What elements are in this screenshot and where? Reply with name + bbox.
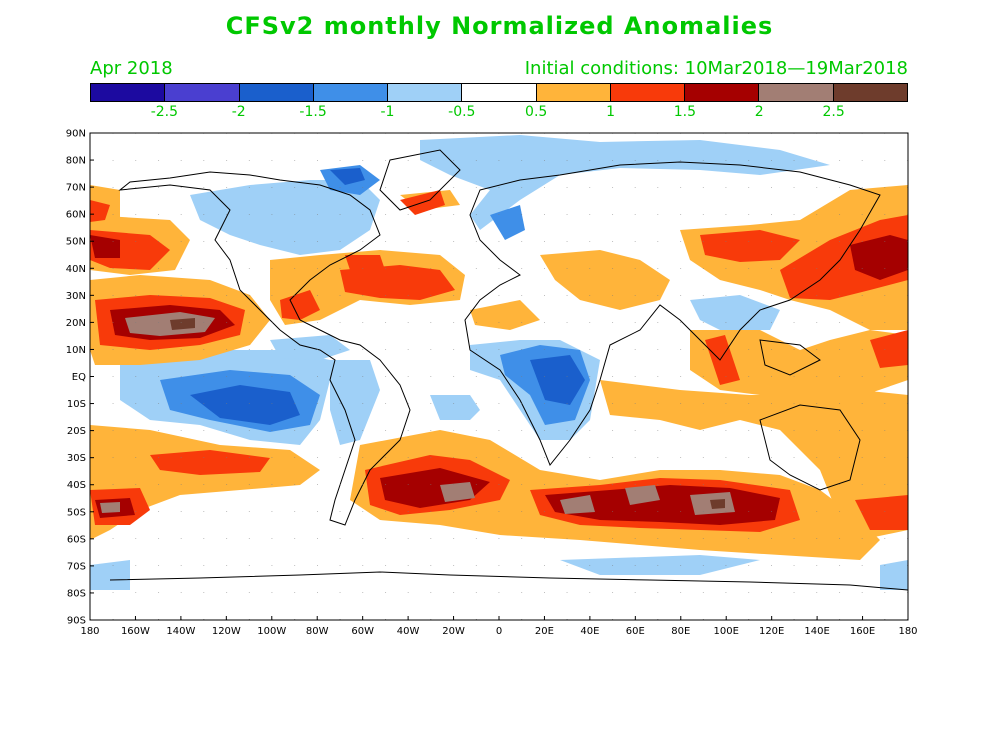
latitude-label: 30S: [67, 453, 86, 464]
longitude-label: 120E: [759, 626, 784, 637]
colorbar-cell: [462, 84, 537, 101]
colorbar-cell: [239, 84, 314, 101]
longitude-label: 80W: [306, 626, 329, 637]
colorbar-tick-label: -1.5: [299, 104, 327, 120]
latitude-labels: 90N 80N 70N 60N 50N 40N 30N 20N 10N EQ 10S 20S 30S 40…: [66, 129, 94, 627]
colorbar-tick-label: 2: [754, 104, 764, 120]
longitude-label: 160E: [850, 626, 875, 637]
longitude-label: 40W: [397, 626, 420, 637]
latitude-label: 20S: [67, 426, 86, 437]
latitude-label: 50S: [67, 507, 86, 518]
latitude-label: 80N: [66, 156, 86, 167]
valid-month-label: Apr 2018: [90, 58, 173, 79]
colorbar-tick-label: 1.5: [673, 104, 697, 120]
colorbar-cell: [610, 84, 686, 101]
colorbar-tick-label: 1: [606, 104, 615, 120]
colorbar-cell: [388, 84, 463, 101]
latitude-label: 30N: [66, 291, 86, 302]
longitude-label: 80E: [671, 626, 690, 637]
colorbar-cell: [536, 84, 611, 101]
colorbar-cell: [91, 84, 166, 101]
colorbar-tick-label: -1: [380, 104, 395, 120]
colorbar-cell: [165, 84, 240, 101]
colorbar-tick-label: 0.5: [525, 104, 548, 120]
latitude-label: 40N: [66, 264, 86, 275]
colorbar-tick-label: -0.5: [448, 104, 476, 120]
longitude-label: 160W: [121, 626, 150, 637]
colorbar-tick-label: -2.5: [150, 104, 179, 120]
colorbar-cell: [833, 84, 907, 101]
longitude-label: 20W: [442, 626, 465, 637]
colorbar-cell: [313, 84, 389, 101]
colorbar-tick-label: 2.5: [822, 104, 845, 120]
longitude-label: 180: [898, 626, 917, 637]
colorbar-cell: [759, 84, 834, 101]
latitude-label: 10N: [66, 345, 86, 356]
longitude-label: 140E: [804, 626, 829, 637]
longitude-label: 100W: [257, 626, 286, 637]
colorbar: [90, 83, 908, 102]
latitude-label: 60N: [66, 210, 86, 221]
latitude-label: 10S: [67, 399, 86, 410]
colorbar-cell: [685, 84, 760, 101]
latitude-label: 50N: [66, 237, 86, 248]
latitude-label: 80S: [67, 588, 86, 599]
colorbar-tick-label: -2: [231, 104, 246, 120]
latitude-label: EQ: [72, 372, 86, 383]
longitude-label: 20E: [535, 626, 554, 637]
longitude-label: 180: [80, 626, 99, 637]
longitude-label: 60E: [626, 626, 645, 637]
latitude-label: 90S: [67, 616, 86, 627]
initial-conditions-label: Initial conditions: 10Mar2018—19Mar2018: [524, 58, 908, 79]
latitude-label: 60S: [67, 534, 86, 545]
latitude-label: 90N: [66, 129, 86, 140]
longitude-labels: 180 160W 140W 120W 100W 80W 60W 40W 20W 0 20E 40E 60…: [80, 616, 918, 637]
latitude-label: 40S: [67, 480, 86, 491]
longitude-label: 0: [496, 626, 502, 637]
latitude-label: 70S: [67, 561, 86, 572]
longitude-label: 40E: [580, 626, 599, 637]
grid-dots: [90, 133, 908, 620]
longitude-label: 140W: [166, 626, 195, 637]
latitude-label: 20N: [66, 318, 86, 329]
longitude-label: 100E: [714, 626, 739, 637]
longitude-label: 60W: [351, 626, 374, 637]
map-title: CFSv2 monthly Normalized Anomalies: [225, 12, 774, 40]
longitude-label: 120W: [212, 626, 241, 637]
latitude-label: 70N: [66, 183, 86, 194]
